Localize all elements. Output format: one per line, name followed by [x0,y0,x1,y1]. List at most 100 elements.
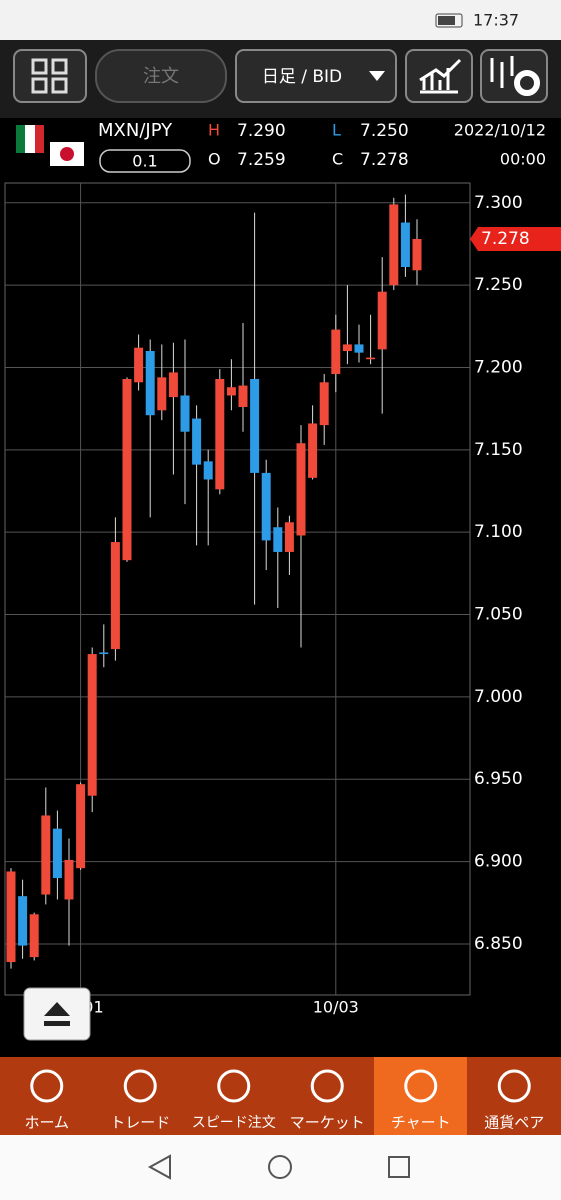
nav-label: スピード注文 [192,1115,276,1131]
candle-body [284,522,294,552]
timeframe-select[interactable] [235,49,397,103]
y-tick-label: 7.250 [474,275,523,295]
back-button[interactable] [147,1154,171,1180]
nav-label: ホーム [24,1114,69,1132]
order-button[interactable] [95,49,227,103]
lot: 0.1 [132,152,157,171]
time: 00:00 [500,150,546,169]
open-label: O [208,150,221,169]
nav-icon [404,1069,438,1103]
battery [435,13,463,28]
home-button[interactable] [268,1155,292,1179]
nav-icon [217,1069,251,1103]
y-tick-label: 7.300 [474,193,523,213]
nav-bar [0,1057,561,1135]
candle-body [134,347,144,383]
candle-body [122,379,132,561]
chart: 6.850 6.900 6.950 7.000 7.050 7.100 7.150 7.200… [5,183,561,1017]
status-bar [0,0,561,40]
candle-body [354,344,364,353]
candle-body [238,385,248,407]
plot-area [4,182,471,996]
candle-body [145,351,155,416]
flag-mx-red [35,125,44,153]
date: 2022/10/12 [454,121,546,140]
candle-body [296,443,306,536]
candle-body [377,291,387,350]
candle-body [366,357,376,360]
y-tick-label: 6.900 [474,852,523,872]
high: 7.290 [237,121,286,141]
nav-icon [123,1069,157,1103]
settings-icon [514,70,540,96]
last-price-tag [470,227,561,251]
y-tick-label: 7.200 [474,357,523,377]
low-label: L [332,121,341,140]
candle-body [342,344,352,351]
candle-body [203,461,213,480]
menu-icon [31,58,68,94]
indicator-icon [419,58,462,94]
low: 7.250 [360,121,409,141]
high-label: H [208,121,220,140]
y-tick-label: 7.150 [474,440,523,460]
nav-label: チャート [391,1114,451,1132]
lot-box[interactable] [99,149,191,173]
candle-icon [490,56,514,88]
nav-items: ホーム トレード スピード注文 マーケット チャート 通貨ペア [24,1069,544,1132]
candle-body [64,859,74,900]
nav-label: 通貨ペア [484,1114,544,1132]
candle-body [412,239,422,271]
close: 7.278 [360,150,409,170]
battery-level [438,16,455,25]
y-tick-label: 6.850 [474,934,523,954]
candle-body [18,896,28,946]
last-price-label: 7.278 [481,229,530,249]
y-tick-label: 7.100 [474,522,523,542]
flag-mx-green [16,125,25,153]
candle-body [308,423,318,478]
candle-body [52,828,62,879]
candle-body [319,382,329,426]
candle-body [180,395,190,432]
x-tick-label: 10/03 [313,998,359,1017]
nav-label: マーケット [290,1114,365,1132]
candle-body [76,784,86,869]
nav-label: トレード [110,1114,170,1132]
close-label: C [332,150,343,169]
candle-body [157,377,167,411]
nav-icon [310,1069,344,1103]
dropdown-arrow [369,71,385,81]
menu-button[interactable] [13,49,87,103]
candle-body [87,654,97,796]
candle-body [273,527,283,552]
nav-icon [497,1069,531,1103]
candle-body [400,222,410,267]
candle-body [168,372,178,398]
candle-body [250,379,260,473]
candle-body [226,387,236,396]
settings-button[interactable] [480,49,548,103]
order-label: 注文 [143,66,179,87]
recent-button[interactable] [388,1156,410,1178]
indicator-button[interactable] [405,49,473,103]
system-nav [0,1135,561,1200]
flag-jp-sun [60,147,74,161]
candle-body [110,542,120,650]
y-tick-label: 7.050 [474,605,523,625]
candle-body [29,914,39,958]
candle-body [192,418,202,465]
pair: MXN/JPY [98,120,173,141]
y-tick-label: 6.950 [474,769,523,789]
candle-body [99,652,109,655]
candle-body [389,204,399,286]
candle-body [41,815,51,895]
candle-body [331,329,341,375]
candle-body [6,871,16,963]
eject-icon [44,1002,70,1026]
y-tick-label: 7.000 [474,687,523,707]
candle-body [215,379,225,490]
nav-icon [30,1069,64,1103]
status-time: 17:37 [473,11,519,30]
